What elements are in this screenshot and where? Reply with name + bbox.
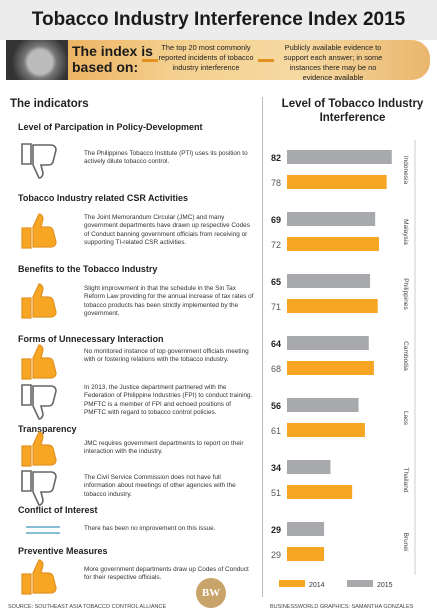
bar-2014 bbox=[287, 361, 374, 375]
bar-2014 bbox=[287, 299, 378, 313]
bar-2015 bbox=[287, 212, 375, 226]
indicator-text: The Joint Memorandum Circular (JMC) and … bbox=[84, 214, 254, 248]
value-label-2015: 56 bbox=[271, 401, 281, 411]
thumbs-up-icon bbox=[18, 212, 66, 252]
value-label-2015: 82 bbox=[271, 153, 281, 163]
thumbs-up-icon bbox=[18, 282, 66, 322]
banner-point-1: The top 20 most commonly reported incide… bbox=[158, 43, 254, 73]
value-label-2015: 69 bbox=[271, 215, 281, 225]
indicator-text: The Philippines Tobacco Institute (PTI) … bbox=[84, 150, 254, 167]
legend-swatch-2015 bbox=[347, 580, 373, 587]
category-label: Philippines bbox=[402, 278, 409, 310]
category-label: Indonesia bbox=[402, 156, 409, 185]
category-title: Conflict of Interest bbox=[18, 505, 98, 515]
legend-label-2014: 2014 bbox=[309, 582, 325, 589]
legend-swatch-2014 bbox=[279, 580, 305, 587]
indicators-heading: The indicators bbox=[10, 98, 89, 110]
category-title: Benefits to the Tobacco Industry bbox=[18, 264, 157, 274]
value-label-2014: 71 bbox=[271, 302, 281, 312]
value-label-2015: 34 bbox=[271, 463, 281, 473]
category-title: Preventive Measures bbox=[18, 546, 108, 556]
value-label-2014: 78 bbox=[271, 178, 281, 188]
category-label: Brunei bbox=[402, 533, 409, 552]
value-label-2015: 64 bbox=[271, 339, 281, 349]
banner-point-2: Publicly available evidence to support e… bbox=[276, 43, 390, 83]
chart-title: Level of Tobacco Industry Interference bbox=[270, 97, 435, 125]
bar-chart: 82 78 Indonesia 69 72 Malaysia 65 71 Philippines… bbox=[265, 130, 435, 610]
value-label-2014: 68 bbox=[271, 364, 281, 374]
indicator-text: JMC requires government departments to r… bbox=[84, 440, 254, 457]
category-title: Level of Parcipation in Policy-Developme… bbox=[18, 122, 203, 132]
category-label: Laos bbox=[402, 411, 409, 426]
bar-2014 bbox=[287, 547, 324, 561]
thumbs-up-icon bbox=[18, 343, 66, 383]
value-label-2014: 72 bbox=[271, 240, 281, 250]
indicator-text: No monitored instance of top government … bbox=[84, 348, 254, 365]
value-label-2015: 29 bbox=[271, 525, 281, 535]
banner: The index is based on: The top 20 most c… bbox=[6, 40, 430, 80]
category-label: Cambodia bbox=[402, 341, 409, 371]
source-note: SOURCE: SOUTHEAST ASIA TOBACCO CONTROL A… bbox=[8, 604, 166, 610]
indicator-text: The Civil Service Commission does not ha… bbox=[84, 474, 254, 499]
ashtray-image bbox=[6, 40, 68, 80]
divider bbox=[262, 97, 263, 597]
bar-2014 bbox=[287, 237, 379, 251]
value-label-2014: 61 bbox=[271, 426, 281, 436]
bar-2015 bbox=[287, 398, 359, 412]
category-title: Tobacco Industry related CSR Activities bbox=[18, 193, 188, 203]
thumbs-up-icon bbox=[18, 558, 66, 598]
value-label-2015: 65 bbox=[271, 277, 281, 287]
bar-2015 bbox=[287, 522, 324, 536]
bar-2015 bbox=[287, 274, 370, 288]
indicator-text: In 2013, the Justice department partnere… bbox=[84, 384, 254, 418]
page-title: Tobacco Industry Interference Index 2015 bbox=[0, 0, 437, 40]
category-label: Malaysia bbox=[402, 219, 409, 245]
indicator-text: Slight improvement in that the schedule … bbox=[84, 285, 254, 319]
banner-dash bbox=[258, 59, 274, 62]
bar-2014 bbox=[287, 175, 387, 189]
thumbs-down-icon bbox=[18, 381, 66, 421]
bar-2014 bbox=[287, 423, 365, 437]
bar-2015 bbox=[287, 150, 392, 164]
thumbs-down-icon bbox=[18, 140, 66, 180]
category-label: Thailand bbox=[402, 468, 409, 493]
bar-2014 bbox=[287, 485, 352, 499]
bar-2015 bbox=[287, 336, 369, 350]
credit-note: BUSINESSWORLD GRAPHICS: SAMANTHA GONZALE… bbox=[270, 604, 413, 610]
banner-dash bbox=[142, 59, 158, 62]
value-label-2014: 51 bbox=[271, 488, 281, 498]
bar-2015 bbox=[287, 460, 330, 474]
value-label-2014: 29 bbox=[271, 550, 281, 560]
legend-label-2015: 2015 bbox=[377, 582, 393, 589]
indicator-text: More government departments draw up Code… bbox=[84, 566, 254, 583]
thumbs-down-icon bbox=[18, 467, 66, 507]
bw-logo: BW bbox=[196, 578, 226, 608]
indicator-text: There has been no improvement on this is… bbox=[84, 525, 254, 533]
thumbs-up-icon bbox=[18, 430, 66, 470]
